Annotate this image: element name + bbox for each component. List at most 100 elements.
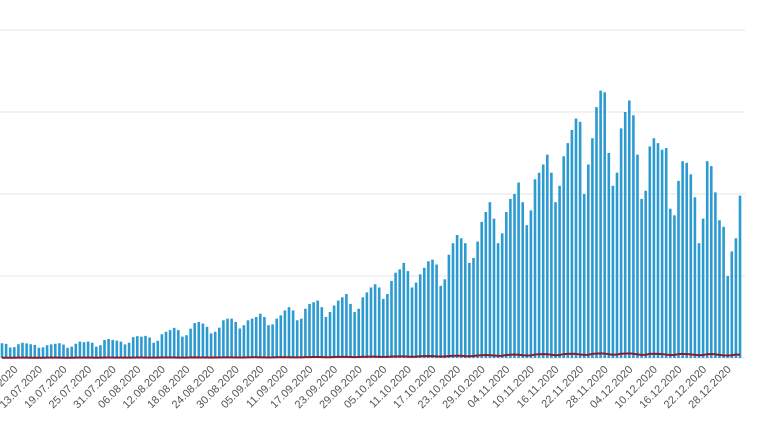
- bar: [431, 259, 434, 358]
- bar: [127, 342, 131, 358]
- bar: [570, 130, 574, 358]
- bar: [353, 312, 356, 358]
- bar: [357, 308, 360, 358]
- bar: [361, 297, 365, 358]
- bar: [66, 347, 69, 358]
- bar: [525, 225, 529, 358]
- bar: [164, 331, 168, 358]
- bar: [677, 180, 680, 358]
- bar: [619, 128, 623, 358]
- bar: [177, 330, 180, 358]
- bar: [209, 333, 213, 358]
- bar: [418, 274, 422, 358]
- bar: [95, 346, 98, 358]
- bar: [599, 90, 602, 359]
- bar: [111, 339, 114, 358]
- bar: [689, 174, 693, 358]
- bar: [447, 254, 451, 358]
- bar: [168, 330, 172, 358]
- bar: [205, 326, 209, 358]
- line: [1, 352, 741, 359]
- bar: [377, 287, 381, 358]
- bar: [628, 100, 631, 359]
- bar: [562, 156, 565, 358]
- bar: [263, 317, 266, 358]
- bar: [82, 342, 86, 358]
- bar: [505, 212, 508, 358]
- bar: [49, 344, 53, 358]
- bar: [312, 302, 315, 358]
- bar: [632, 115, 635, 358]
- bar: [336, 300, 340, 358]
- bar: [693, 197, 697, 358]
- bar: [115, 340, 119, 358]
- bar: [488, 202, 492, 358]
- bar: [480, 221, 483, 358]
- bar: [546, 154, 549, 358]
- bar: [394, 272, 397, 358]
- bar: [468, 262, 471, 358]
- bar: [193, 323, 196, 358]
- bar: [464, 243, 467, 358]
- bar: [673, 215, 676, 358]
- bar: [640, 198, 643, 358]
- bar: [718, 220, 721, 358]
- bar: [402, 262, 406, 358]
- bar: [62, 344, 65, 358]
- bar: [558, 185, 561, 358]
- bar: [550, 172, 553, 358]
- bar: [427, 261, 430, 358]
- bar: [291, 310, 295, 358]
- bar: [70, 346, 73, 358]
- bar: [509, 198, 512, 358]
- bar: [685, 162, 688, 358]
- bar: [726, 276, 729, 358]
- bar: [201, 323, 205, 358]
- bar: [58, 343, 61, 358]
- bar: [451, 243, 455, 358]
- bar: [644, 190, 647, 358]
- bar: [4, 343, 8, 358]
- bar: [189, 328, 192, 358]
- bar: [275, 318, 278, 358]
- bar: [230, 318, 233, 358]
- bar: [459, 238, 463, 358]
- bar: [669, 208, 672, 358]
- bar: [533, 179, 537, 358]
- bar: [107, 338, 110, 358]
- bar: [738, 195, 742, 358]
- bar: [250, 318, 254, 358]
- bar: [615, 172, 619, 358]
- bar: [435, 264, 438, 358]
- bar: [406, 271, 410, 358]
- bar: [218, 327, 221, 358]
- bar: [0, 343, 4, 358]
- bar: [484, 212, 488, 358]
- bar: [181, 336, 184, 358]
- bar: [29, 344, 32, 358]
- bar: [320, 307, 324, 358]
- bar: [238, 328, 242, 358]
- bar: [246, 320, 250, 358]
- bar: [734, 238, 738, 358]
- bar: [705, 161, 709, 358]
- bar: [517, 182, 520, 358]
- bar: [701, 218, 705, 358]
- bar: [41, 347, 45, 358]
- bar: [455, 235, 459, 358]
- bar: [595, 107, 598, 358]
- bar: [492, 218, 496, 358]
- bar: [17, 344, 20, 358]
- bar: [213, 331, 217, 358]
- bar: [279, 315, 283, 358]
- bar: [144, 335, 147, 358]
- bar: [287, 307, 291, 358]
- bar: [496, 243, 500, 358]
- bar: [373, 284, 377, 358]
- bar: [660, 149, 664, 358]
- bar: [714, 192, 717, 358]
- bar: [316, 300, 319, 358]
- bar: [226, 318, 229, 358]
- bar: [345, 294, 348, 358]
- bar: [414, 282, 418, 358]
